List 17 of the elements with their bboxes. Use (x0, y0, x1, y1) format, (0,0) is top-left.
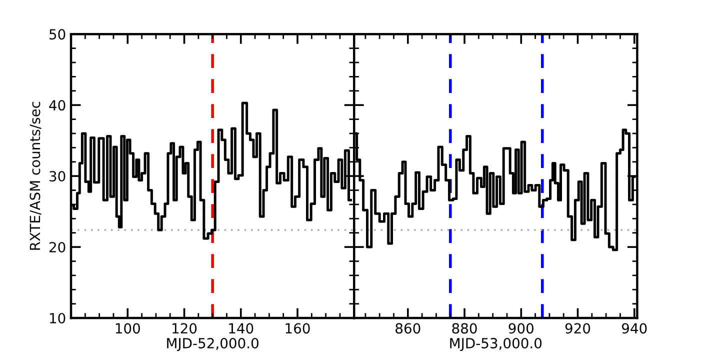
x-tick-label: 100 (116, 323, 140, 334)
y-tick-label: 10 (50, 312, 66, 324)
x-tick-label: 160 (286, 323, 310, 334)
x-axis-title: MJD-52,000.0 (167, 338, 258, 352)
y-tick-label: 50 (50, 29, 66, 40)
x-tick-label: 880 (452, 323, 477, 334)
x-tick-label: 120 (172, 323, 197, 334)
x-tick-label: 860 (396, 323, 420, 334)
y-tick-label: 40 (49, 100, 66, 111)
y-tick-label: 30 (50, 171, 66, 182)
x-tick-label: 900 (508, 323, 534, 334)
x-tick-label: 140 (229, 323, 254, 334)
y-axis-title: RXTE/ASM counts/sec (30, 102, 42, 250)
x-tick-label: 940 (622, 323, 647, 334)
x-tick-label: 920 (565, 323, 590, 334)
y-tick-label: 20 (49, 242, 66, 252)
x-axis-title: MJD-53,000.0 (450, 338, 542, 352)
